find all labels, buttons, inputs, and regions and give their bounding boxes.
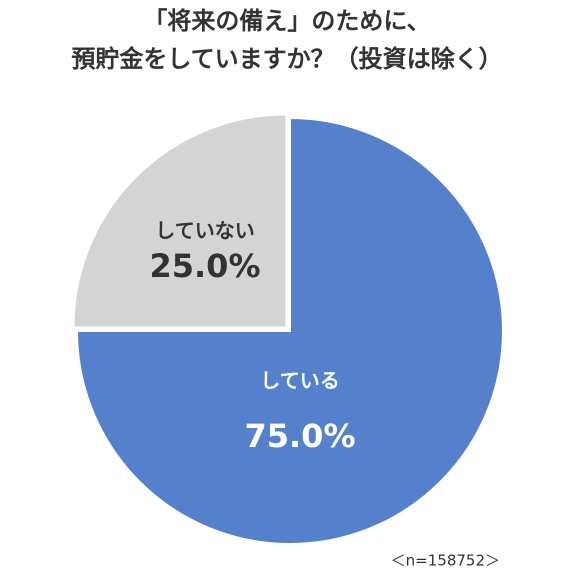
chart-title: 「将来の備え」のために、 [143, 7, 430, 35]
slice-label: している [260, 369, 339, 393]
pie-slice [75, 116, 504, 545]
sample-note: ＜n=158752＞ [391, 552, 500, 570]
pie-slice [72, 113, 288, 329]
slice-value: 75.0% [244, 417, 355, 455]
chart-title: 預貯金をしていますか？（投資は除く） [71, 45, 502, 73]
slice-value: 25.0% [149, 247, 260, 285]
slice-label: していない [155, 219, 254, 243]
